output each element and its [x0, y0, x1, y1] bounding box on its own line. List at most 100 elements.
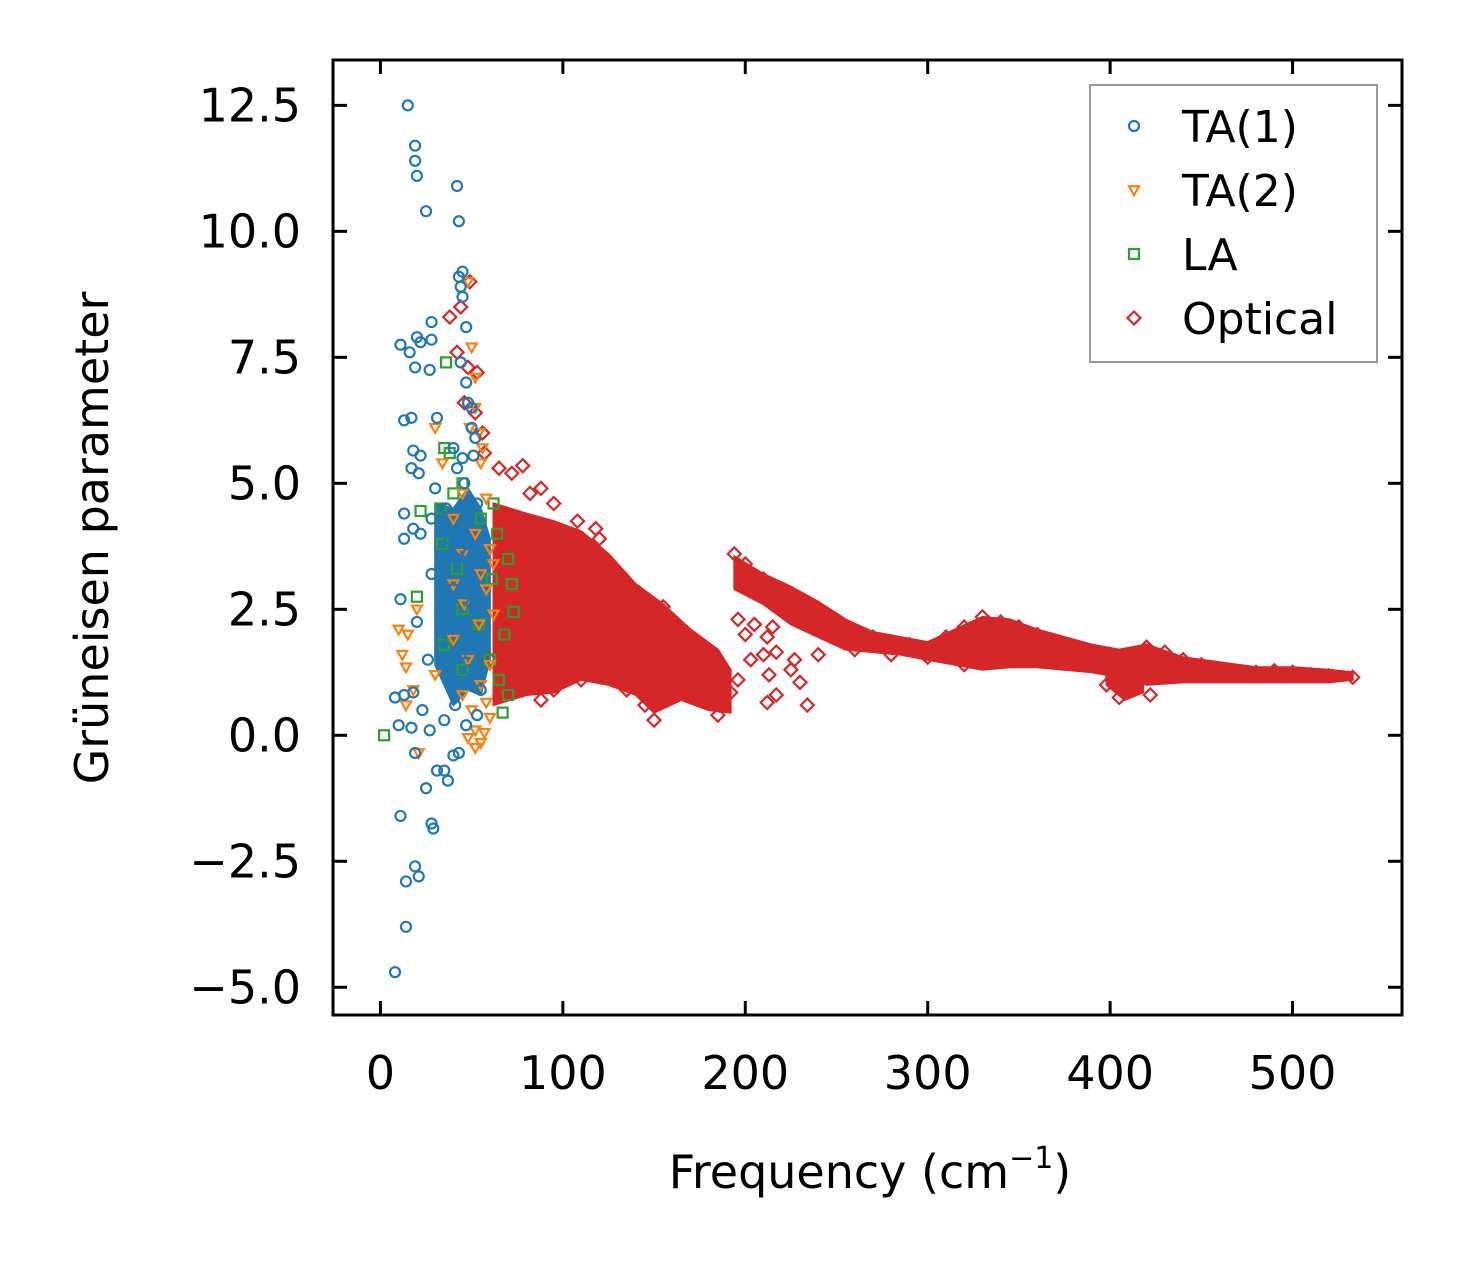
data-point [398, 414, 411, 427]
data-point [452, 746, 465, 760]
data-point [479, 584, 494, 597]
data-point [782, 661, 799, 678]
data-point [438, 764, 451, 777]
data-point [737, 626, 754, 643]
x-axis-title-main: Frequency (cm [669, 1145, 1009, 1199]
data-point [455, 488, 470, 501]
y-tick-label: −5.0 [189, 960, 301, 1014]
data-point [490, 460, 508, 477]
data-point [846, 626, 863, 643]
data-point [450, 179, 464, 193]
data-point [956, 618, 973, 636]
data-point [423, 363, 436, 377]
data-point [479, 697, 494, 710]
series-optical [441, 273, 1361, 729]
data-point [434, 502, 447, 515]
data-point [427, 822, 440, 835]
data-point [1142, 686, 1159, 704]
data-point [412, 870, 425, 883]
data-point [974, 608, 991, 625]
data-point [398, 507, 411, 520]
data-point [463, 663, 476, 676]
data-point [447, 441, 460, 455]
data-point [440, 356, 453, 369]
data-point [1111, 689, 1128, 706]
data-point [468, 725, 483, 738]
data-point [1302, 666, 1319, 683]
data-point [449, 698, 462, 712]
data-point [686, 641, 703, 658]
data-point [410, 169, 424, 183]
data-point [532, 691, 550, 709]
data-point [414, 449, 427, 462]
data-point [423, 724, 436, 737]
data-point [419, 782, 433, 795]
data-point [430, 764, 444, 777]
data-point [715, 674, 732, 691]
data-point [395, 649, 410, 662]
data-point [569, 513, 586, 530]
x-tick-label: 0 [366, 1046, 395, 1100]
data-point [430, 411, 444, 424]
data-point [729, 611, 747, 628]
data-point [460, 320, 473, 334]
data-point [394, 593, 407, 606]
x-tick-label: 100 [519, 1046, 607, 1100]
series-ta-2 [391, 276, 501, 761]
data-point [467, 449, 480, 462]
density-bands [434, 486, 1354, 714]
data-point [485, 572, 498, 586]
data-point [446, 634, 461, 647]
legend-entry: LA [1127, 230, 1238, 281]
data-point [465, 421, 478, 434]
data-point [471, 709, 484, 722]
data-point [405, 721, 418, 734]
data-point [468, 372, 483, 385]
data-point [673, 621, 690, 638]
data-point [406, 685, 421, 698]
data-point [1211, 661, 1228, 678]
data-point [388, 691, 402, 704]
data-point [709, 707, 726, 724]
x-axis-title-sup: −1 [1009, 1141, 1053, 1176]
legend-entry: Optical [1125, 294, 1337, 345]
data-point [428, 669, 443, 683]
data-point [709, 656, 726, 673]
data-point [1102, 646, 1119, 663]
data-point [401, 99, 414, 112]
data-point [403, 346, 416, 359]
data-point [542, 555, 559, 573]
data-point [937, 628, 954, 646]
data-point [618, 681, 635, 699]
data-point [461, 732, 475, 746]
data-point [1129, 651, 1146, 668]
data-point [425, 567, 438, 581]
data-point [408, 860, 422, 873]
data-point [482, 543, 497, 557]
data-point [419, 205, 433, 218]
data-point [412, 467, 425, 480]
data-point [452, 215, 465, 228]
data-point [554, 550, 571, 567]
data-point [722, 684, 739, 701]
data-point [1116, 654, 1133, 671]
data-point [768, 644, 785, 661]
legend-marker [1127, 185, 1141, 198]
data-point [799, 697, 816, 714]
data-point [498, 628, 511, 641]
data-point [474, 424, 491, 441]
data-point [399, 875, 413, 888]
legend-entry: TA(2) [1127, 166, 1298, 217]
data-point [768, 686, 785, 704]
data-point [591, 530, 608, 547]
data-point [443, 532, 456, 545]
data-point [486, 609, 501, 622]
data-point [810, 646, 827, 663]
data-point [1047, 634, 1064, 651]
data-point [1266, 662, 1283, 679]
data-point [441, 308, 458, 326]
data-point [456, 394, 473, 411]
data-point [1029, 626, 1046, 643]
data-point [646, 712, 663, 729]
